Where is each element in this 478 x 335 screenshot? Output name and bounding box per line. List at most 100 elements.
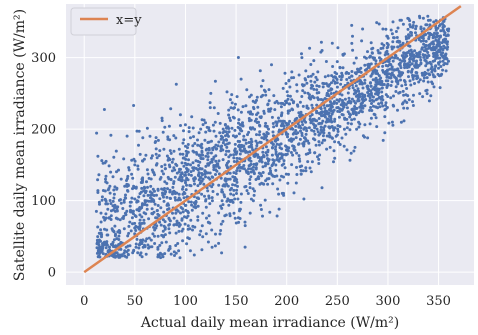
- scatter-point: [394, 68, 398, 72]
- scatter-point: [375, 21, 379, 25]
- scatter-point: [207, 140, 211, 144]
- scatter-point: [417, 80, 421, 84]
- scatter-point: [208, 221, 212, 225]
- scatter-point: [272, 159, 276, 163]
- scatter-point: [233, 175, 237, 179]
- scatter-point: [306, 106, 310, 110]
- scatter-point: [443, 57, 447, 61]
- scatter-point: [292, 137, 295, 141]
- scatter-point: [379, 57, 383, 61]
- scatter-point: [392, 36, 396, 40]
- scatter-point: [271, 182, 275, 186]
- scatter-point: [317, 133, 321, 137]
- scatter-point: [274, 147, 277, 151]
- scatter-point: [304, 69, 308, 73]
- scatter-point: [159, 176, 163, 179]
- scatter-point: [105, 242, 109, 246]
- scatter-point: [377, 88, 381, 92]
- scatter-point: [169, 107, 173, 111]
- scatter-point: [371, 70, 375, 74]
- scatter-point: [214, 147, 218, 151]
- scatter-point: [132, 104, 136, 107]
- scatter-point: [368, 99, 372, 103]
- scatter-point: [173, 196, 177, 200]
- scatter-point: [204, 164, 208, 168]
- scatter-point: [263, 198, 267, 202]
- scatter-point: [370, 47, 374, 51]
- scatter-point: [158, 149, 162, 153]
- scatter-point: [374, 80, 378, 84]
- scatter-point: [312, 96, 316, 100]
- scatter-point: [98, 202, 101, 206]
- y-tick-label: 300: [31, 51, 56, 66]
- scatter-point: [321, 81, 325, 85]
- scatter-point: [338, 143, 342, 146]
- scatter-point: [441, 59, 445, 63]
- scatter-point: [333, 119, 336, 123]
- scatter-point: [130, 209, 134, 213]
- scatter-point: [162, 199, 166, 203]
- scatter-point: [426, 68, 430, 72]
- scatter-point: [225, 199, 229, 203]
- scatter-point: [330, 120, 334, 124]
- scatter-point: [437, 62, 441, 66]
- scatter-point: [287, 172, 290, 176]
- scatter-point: [273, 139, 277, 143]
- scatter-point: [335, 72, 339, 76]
- scatter-point: [185, 183, 188, 187]
- scatter-point: [381, 64, 385, 68]
- scatter-point: [160, 165, 164, 168]
- scatter-point: [246, 192, 250, 195]
- scatter-point: [165, 195, 169, 199]
- scatter-point: [426, 14, 430, 18]
- scatter-point: [322, 131, 326, 135]
- scatter-point: [142, 194, 146, 198]
- scatter-point: [359, 66, 363, 70]
- scatter-point: [181, 141, 185, 145]
- scatter-point: [380, 86, 384, 90]
- scatter-point: [285, 152, 289, 156]
- scatter-point: [122, 157, 126, 161]
- scatter-point: [392, 45, 396, 49]
- scatter-point: [149, 156, 153, 160]
- scatter-point: [386, 43, 390, 47]
- scatter-point: [271, 146, 274, 149]
- scatter-point: [300, 52, 303, 56]
- scatter-point: [369, 116, 373, 120]
- scatter-point: [411, 100, 414, 104]
- scatter-point: [307, 126, 311, 130]
- scatter-point: [144, 189, 148, 193]
- scatter-point: [153, 242, 157, 245]
- scatter-point: [167, 124, 171, 128]
- scatter-point: [434, 19, 438, 23]
- scatter-point: [328, 126, 332, 130]
- scatter-point: [380, 90, 384, 94]
- scatter-point: [374, 116, 378, 120]
- scatter-point: [239, 149, 243, 153]
- scatter-point: [235, 192, 238, 195]
- scatter-point: [366, 136, 370, 140]
- scatter-point: [187, 126, 191, 130]
- scatter-point: [288, 85, 292, 89]
- scatter-point: [238, 207, 242, 211]
- scatter-point: [185, 163, 189, 167]
- scatter-point: [261, 182, 265, 186]
- scatter-point: [234, 221, 238, 225]
- scatter-point: [290, 163, 294, 167]
- scatter-point: [270, 63, 273, 67]
- scatter-point: [425, 23, 429, 27]
- scatter-point: [231, 115, 235, 119]
- scatter-point: [274, 150, 278, 154]
- scatter-point: [258, 124, 262, 128]
- scatter-point: [172, 149, 176, 153]
- scatter-point: [278, 152, 281, 156]
- scatter-point: [280, 111, 284, 115]
- scatter-point: [191, 126, 195, 130]
- scatter-point: [271, 143, 275, 146]
- scatter-point: [331, 65, 335, 68]
- scatter-point: [125, 255, 129, 259]
- scatter-point: [214, 173, 217, 176]
- scatter-point: [430, 80, 434, 84]
- scatter-point: [429, 67, 433, 71]
- scatter-point: [118, 255, 122, 259]
